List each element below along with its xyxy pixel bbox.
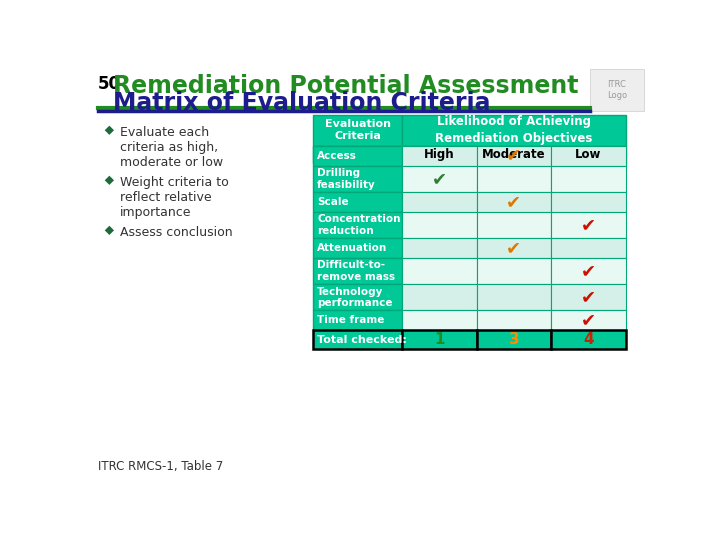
Text: ✔: ✔ xyxy=(432,170,447,188)
Bar xyxy=(313,115,402,146)
Bar xyxy=(313,310,402,330)
Bar xyxy=(313,192,402,212)
Bar xyxy=(402,166,477,192)
Bar xyxy=(477,146,551,163)
Bar xyxy=(551,330,626,349)
Bar xyxy=(477,212,551,238)
Text: ✔: ✔ xyxy=(581,312,596,329)
Bar xyxy=(313,166,402,192)
Text: Matrix of Evaluation Criteria: Matrix of Evaluation Criteria xyxy=(113,91,491,115)
Bar xyxy=(313,146,402,163)
Bar xyxy=(313,238,402,258)
Bar xyxy=(551,238,626,258)
Text: ✔: ✔ xyxy=(506,147,521,165)
Bar xyxy=(551,310,626,330)
Text: Access: Access xyxy=(317,151,357,161)
Bar xyxy=(551,284,626,310)
Bar xyxy=(477,166,551,192)
Bar xyxy=(551,146,626,163)
Polygon shape xyxy=(104,126,114,135)
Text: Scale: Scale xyxy=(317,197,348,207)
Text: 1: 1 xyxy=(434,332,445,347)
Text: Remediation Potential Assessment: Remediation Potential Assessment xyxy=(113,74,579,98)
Bar xyxy=(551,258,626,284)
Text: Moderate: Moderate xyxy=(482,147,546,160)
Text: 50: 50 xyxy=(98,75,121,93)
Bar xyxy=(590,69,644,111)
Text: ✔: ✔ xyxy=(581,262,596,280)
Text: 3: 3 xyxy=(508,332,519,347)
Bar xyxy=(402,192,477,212)
Polygon shape xyxy=(104,176,114,185)
Bar xyxy=(313,146,402,166)
Text: Difficult-to-
remove mass: Difficult-to- remove mass xyxy=(317,260,395,282)
Text: Drilling
feasibility: Drilling feasibility xyxy=(317,168,376,190)
Text: Evaluation
Criteria: Evaluation Criteria xyxy=(325,119,391,141)
Bar xyxy=(313,258,402,284)
Bar xyxy=(477,284,551,310)
Text: Concentration
reduction: Concentration reduction xyxy=(317,214,400,236)
Bar xyxy=(477,192,551,212)
Bar xyxy=(551,192,626,212)
Text: Likelihood of Achieving
Remediation Objectives: Likelihood of Achieving Remediation Obje… xyxy=(435,115,593,145)
Text: ✔: ✔ xyxy=(581,216,596,234)
Bar xyxy=(402,146,477,166)
Text: Evaluate each
criteria as high,
moderate or low: Evaluate each criteria as high, moderate… xyxy=(120,126,223,170)
Bar xyxy=(402,330,477,349)
Bar xyxy=(402,212,477,238)
Bar xyxy=(402,115,626,146)
Text: Assess conclusion: Assess conclusion xyxy=(120,226,233,240)
Bar xyxy=(402,258,477,284)
Bar xyxy=(402,238,477,258)
Bar xyxy=(551,146,626,166)
Polygon shape xyxy=(104,226,114,235)
Bar xyxy=(551,212,626,238)
Text: ✔: ✔ xyxy=(581,288,596,306)
Text: Technology
performance: Technology performance xyxy=(317,287,392,308)
Text: ✔: ✔ xyxy=(506,193,521,211)
Text: High: High xyxy=(424,147,455,160)
Bar xyxy=(477,330,551,349)
Bar xyxy=(313,330,402,349)
Text: Low: Low xyxy=(575,147,601,160)
Bar xyxy=(313,212,402,238)
Text: ✔: ✔ xyxy=(506,239,521,257)
Text: ITRC
Logo: ITRC Logo xyxy=(607,80,627,99)
Bar xyxy=(402,310,477,330)
Bar xyxy=(477,146,551,166)
Text: Attenuation: Attenuation xyxy=(317,243,387,253)
Bar xyxy=(402,146,477,163)
Text: ITRC RMCS-1, Table 7: ITRC RMCS-1, Table 7 xyxy=(98,460,223,473)
Bar xyxy=(477,238,551,258)
Bar xyxy=(402,284,477,310)
Bar xyxy=(477,310,551,330)
Text: Total checked:: Total checked: xyxy=(317,335,407,345)
Bar xyxy=(313,284,402,310)
Text: Weight criteria to
reflect relative
importance: Weight criteria to reflect relative impo… xyxy=(120,177,229,219)
Text: 4: 4 xyxy=(583,332,593,347)
Text: Time frame: Time frame xyxy=(317,315,384,326)
Bar xyxy=(477,258,551,284)
Bar xyxy=(551,166,626,192)
